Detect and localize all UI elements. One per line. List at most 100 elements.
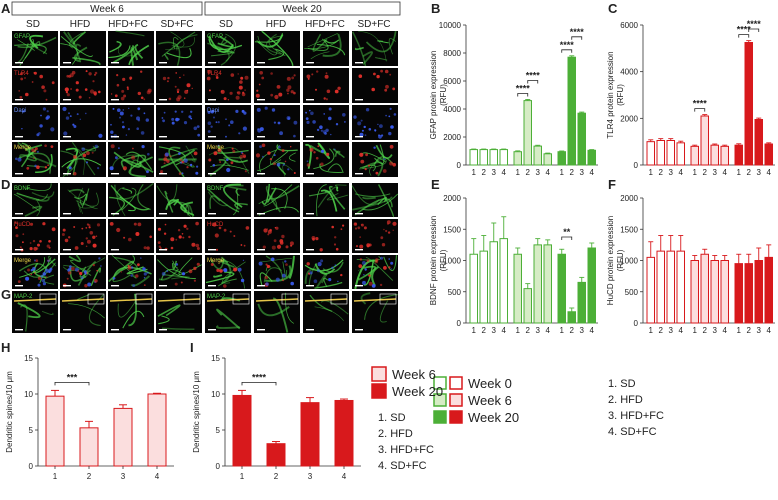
x-tick-label: 1: [240, 472, 245, 481]
col-header-sd-fc: SD+FC: [160, 19, 193, 30]
legend-label-week20: Week 20: [468, 410, 519, 425]
bar: [700, 115, 709, 166]
y-axis-label: TLR4 protein expression(RFU): [606, 51, 625, 138]
bar: [147, 393, 167, 467]
x-tick-label: 1: [693, 168, 698, 177]
bar: [523, 288, 532, 324]
y-tick-label: 0: [457, 319, 462, 328]
bar: [523, 100, 532, 166]
legend-item-week0: Week 0: [433, 376, 512, 391]
micrograph-tile: Dapi: [12, 105, 58, 140]
y-tick-label: 10000: [439, 21, 462, 30]
micrograph-tile: [60, 105, 106, 140]
bar: [479, 250, 488, 324]
bar: [513, 253, 522, 324]
week6-header: Week 6: [11, 1, 203, 16]
significance-bracket: [241, 382, 277, 386]
legend-hi-week20: Week 20: [371, 383, 443, 399]
x-tick-label: 4: [767, 326, 772, 335]
stain-label-dapi: Dapi: [207, 108, 219, 114]
micrograph-tile: [156, 31, 202, 66]
micrograph-tile: [108, 68, 154, 103]
micrograph-tile: MAP-2: [12, 291, 58, 333]
significance-bracket: [748, 28, 760, 32]
y-tick-label: 6000: [620, 21, 638, 30]
y-tick-label: 0: [29, 462, 34, 471]
significance-bracket: [694, 108, 706, 112]
significance-label: ****: [252, 372, 267, 382]
x-tick-label: 2: [274, 472, 279, 481]
legend-hi: Week 6 Week 20 1. SD 2. HFD 3. HFD+FC 4.…: [371, 366, 443, 472]
micrograph-tile: [108, 291, 154, 333]
bar: [587, 149, 596, 166]
significance-bracket: [517, 93, 529, 97]
y-axis-label: BDNF protein expression(RFU): [429, 216, 448, 305]
micrograph-tile: [60, 254, 106, 289]
bar: [543, 244, 552, 324]
legend-hi-group-3: 3. HFD+FC: [378, 444, 434, 456]
bar: [587, 247, 596, 324]
legend-hi-group-4: 4. SD+FC: [378, 460, 427, 472]
x-tick-label: 1: [649, 168, 654, 177]
legend-group-1: 1. SD: [608, 378, 636, 390]
x-tick-label: 2: [482, 168, 487, 177]
chart-panel-b: 0 2000 4000 6000 8000 10000 GFAP protein expre…: [429, 21, 598, 177]
micrograph-tile: [60, 183, 106, 217]
x-tick-label: 3: [536, 168, 541, 177]
micrograph-tile: BDNF: [205, 183, 251, 217]
stain-label-merge: Merge: [14, 145, 32, 151]
x-tick-label: 4: [723, 326, 728, 335]
bar: [720, 260, 729, 324]
micrograph-tile: [108, 30, 154, 66]
significance-label: ****: [693, 99, 708, 109]
bar: [79, 427, 99, 467]
y-tick-label: 15: [211, 354, 220, 363]
y-tick-label: 4000: [620, 68, 638, 77]
micrograph-tile: [352, 291, 398, 333]
x-tick-label: 3: [669, 168, 674, 177]
col-header-hfd: HFD: [70, 19, 91, 30]
y-tick-label: 8000: [443, 49, 461, 58]
micrograph-tile: [254, 68, 300, 103]
bar: [656, 250, 665, 324]
stain-label-map2: MAP-2: [207, 294, 226, 300]
bar: [567, 56, 576, 166]
bar: [45, 395, 65, 467]
bar: [690, 145, 699, 166]
stain-label-gfap: GFAP: [14, 34, 30, 40]
col-header-hfd: HFD: [266, 19, 287, 30]
x-tick-label: 3: [492, 326, 497, 335]
bar: [266, 443, 286, 467]
bar: [113, 407, 133, 467]
y-tick-label: 10: [24, 390, 33, 399]
y-tick-label: 0: [634, 319, 639, 328]
bar: [489, 241, 498, 324]
micrograph-tile: [254, 142, 300, 177]
micrograph-tile: [108, 105, 154, 140]
bar: [754, 119, 763, 166]
micrograph-tile: TLR4: [205, 68, 251, 103]
significance-label: ****: [570, 27, 585, 37]
significance-bracket: [738, 34, 750, 38]
col-header-sd-fc: SD+FC: [357, 19, 390, 30]
x-tick-label: 1: [472, 168, 477, 177]
x-tick-label: 1: [53, 472, 58, 481]
bar: [567, 311, 576, 324]
micrograph-tile: [156, 142, 202, 178]
bar: [744, 263, 753, 324]
micrograph-tile: [352, 68, 398, 103]
panel-label-c: C: [608, 1, 618, 16]
micrograph-tile: [352, 219, 398, 253]
legend-label-week0: Week 0: [468, 376, 512, 391]
micrograph-tile: [60, 31, 106, 66]
x-tick-label: 4: [767, 168, 772, 177]
significance-label: **: [563, 227, 571, 237]
x-tick-label: 3: [308, 472, 313, 481]
micrograph-tile: [60, 219, 106, 253]
significance-label: ***: [67, 372, 78, 382]
stain-label-merge: Merge: [14, 258, 32, 264]
significance-label: ****: [747, 19, 762, 29]
x-tick-label: 2: [482, 326, 487, 335]
x-tick-label: 2: [703, 326, 708, 335]
bar: [232, 394, 252, 467]
